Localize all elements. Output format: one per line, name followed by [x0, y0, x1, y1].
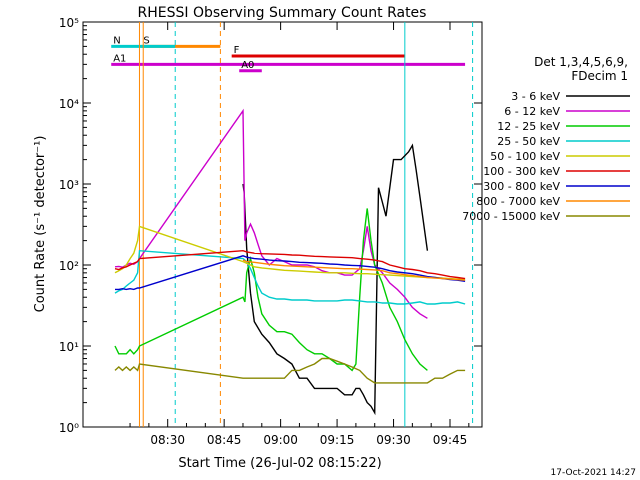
series-line	[115, 255, 466, 291]
series-layer	[114, 108, 466, 416]
legend-label: 3 - 6 keV	[511, 90, 560, 103]
series-line	[114, 249, 466, 280]
y-axis-label: Count Rate (s⁻¹ detector⁻¹)	[33, 136, 48, 313]
legend-label: 12 - 25 keV	[497, 120, 560, 133]
legend-header-line2: FDecim 1	[571, 69, 628, 83]
legend-label: 800 - 7000 keV	[476, 195, 560, 208]
footer-timestamp: 17-Oct-2021 14:27	[551, 468, 636, 478]
tick-layer: 08:30 08:45 09:00 09:15 09:30 09:45 10⁰ 10¹ 10² 1…	[59, 16, 482, 447]
series-line	[114, 108, 428, 319]
series-line	[242, 143, 429, 416]
y-tick-label: 10⁴	[59, 97, 79, 111]
x-tick-label: 09:30	[376, 433, 411, 447]
legend: Det 1,3,4,5,6,9, FDecim 1 3 - 6 keV 6 - 1…	[462, 55, 630, 223]
series-line	[114, 249, 466, 305]
annotation-label: A0	[241, 60, 254, 71]
annotation-label: F	[234, 45, 240, 56]
annotation-label: S	[143, 35, 149, 46]
x-tick-label: 09:45	[433, 433, 468, 447]
annotation-label: N	[113, 35, 120, 46]
series-line	[242, 259, 466, 281]
annotation-layer: S N F A1 A0	[111, 22, 474, 427]
series-line	[114, 357, 466, 384]
y-tick-label: 10²	[59, 259, 79, 273]
annotation-label: A1	[113, 53, 126, 64]
legend-label: 7000 - 15000 keV	[462, 210, 560, 223]
x-tick-label: 09:15	[320, 433, 355, 447]
x-tick-label: 09:00	[263, 433, 298, 447]
x-axis-label: Start Time (26-Jul-02 08:15:22)	[178, 456, 381, 471]
chart-title: RHESSI Observing Summary Count Rates	[138, 5, 427, 21]
y-tick-label: 10³	[59, 178, 79, 192]
legend-label: 50 - 100 keV	[490, 150, 560, 163]
x-tick-label: 08:30	[150, 433, 185, 447]
legend-label: 25 - 50 keV	[497, 135, 560, 148]
legend-label: 100 - 300 keV	[483, 165, 560, 178]
legend-label: 300 - 800 keV	[483, 180, 560, 193]
legend-header-line1: Det 1,3,4,5,6,9,	[534, 55, 628, 69]
y-tick-label: 10⁵	[59, 16, 79, 30]
legend-label: 6 - 12 keV	[504, 105, 560, 118]
plot-frame	[82, 21, 483, 428]
y-tick-label: 10¹	[59, 340, 79, 354]
x-tick-label: 08:45	[207, 433, 242, 447]
y-tick-label: 10⁰	[59, 421, 79, 435]
